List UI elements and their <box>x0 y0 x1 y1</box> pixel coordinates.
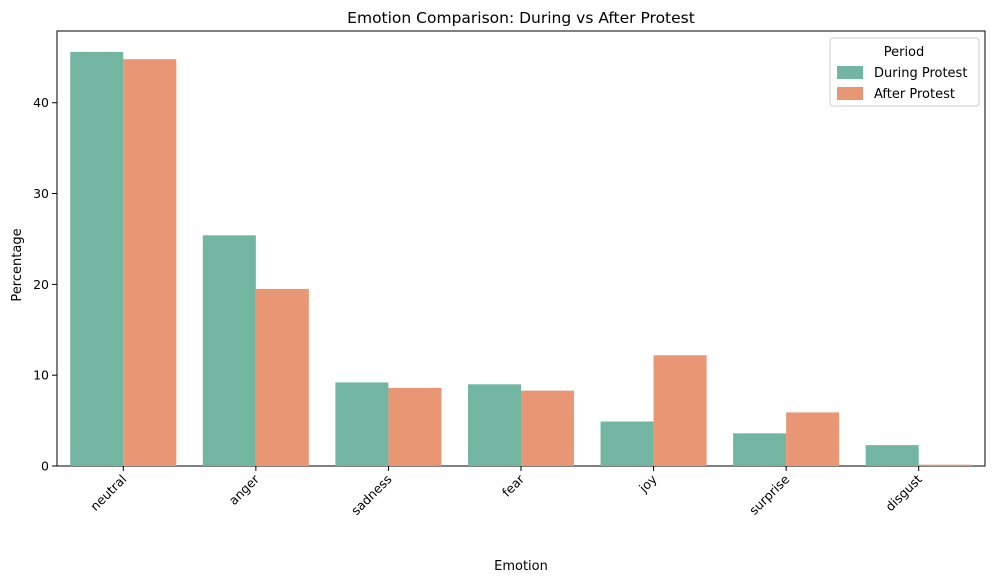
bar-joy-during <box>600 421 654 466</box>
y-tick-label: 20 <box>33 277 49 292</box>
legend-label: During Protest <box>874 66 967 81</box>
y-tick-label: 10 <box>33 368 49 383</box>
x-axis-label: Emotion <box>494 559 548 574</box>
bar-neutral-after <box>123 59 177 466</box>
y-tick-label: 0 <box>41 459 49 474</box>
bar-joy-after <box>653 355 707 466</box>
legend-items: During Protest After Protest <box>837 66 967 102</box>
bar-surprise-after <box>786 412 840 466</box>
y-tick-label: 30 <box>33 186 49 201</box>
x-tick-label: fear <box>499 471 528 500</box>
x-tick-label: neutral <box>87 472 129 514</box>
legend: Period During Protest After Protest <box>829 37 980 107</box>
bar-sadness-after <box>388 387 442 466</box>
bar-disgust-during <box>865 445 919 466</box>
legend-title: Period <box>884 45 925 60</box>
x-tick-label: anger <box>226 471 263 508</box>
y-axis-label: Percentage <box>10 228 25 301</box>
bar-anger-during <box>202 235 256 466</box>
bar-fear-during <box>467 384 521 466</box>
x-axis: neutral anger sadness fear joy surprise disgus… <box>87 466 925 518</box>
legend-label: After Protest <box>874 87 955 102</box>
bar-anger-after <box>255 288 309 466</box>
bar-fear-after <box>521 390 575 466</box>
y-axis: 0 10 20 30 40 <box>33 95 57 474</box>
x-tick-label: surprise <box>746 471 792 517</box>
y-tick-label: 40 <box>33 95 49 110</box>
x-tick-label: sadness <box>348 472 394 518</box>
legend-swatch <box>837 66 863 79</box>
bar-disgust-after <box>918 464 972 466</box>
bar-surprise-during <box>733 433 787 466</box>
legend-swatch <box>837 87 863 100</box>
bar-neutral-during <box>70 51 124 466</box>
legend-frame <box>829 37 980 107</box>
x-tick-label: joy <box>635 471 660 496</box>
x-tick-label: disgust <box>882 471 925 514</box>
bar-sadness-during <box>335 382 389 466</box>
bars-group <box>70 51 972 466</box>
chart-title: Emotion Comparison: During vs After Prot… <box>347 9 695 27</box>
